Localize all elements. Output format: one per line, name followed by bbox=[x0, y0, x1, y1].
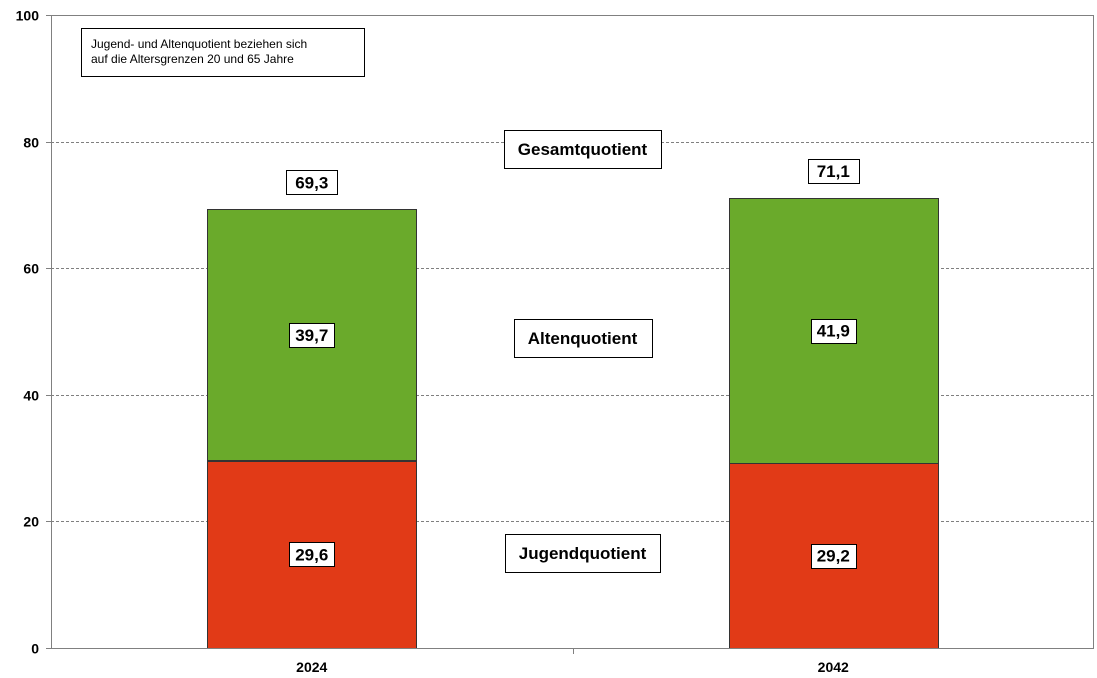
note-box: Jugend- und Altenquotient beziehen sich … bbox=[81, 28, 365, 77]
series-label-jugendquotient: Jugendquotient bbox=[505, 534, 661, 573]
data-label-altenquotient-2042: 41,9 bbox=[811, 319, 857, 344]
x-tick-label-2024: 2024 bbox=[296, 659, 327, 675]
data-label-altenquotient-2024-text: 39,7 bbox=[295, 326, 328, 345]
axes: 0 20 40 60 80 100 2024 2042 bbox=[16, 8, 1094, 675]
data-label-total-2024-text: 69,3 bbox=[295, 173, 328, 192]
data-label-altenquotient-2042-text: 41,9 bbox=[817, 322, 850, 341]
y-tick-label-60: 60 bbox=[23, 261, 39, 277]
data-label-total-2042: 71,1 bbox=[808, 159, 860, 184]
note-line-2: auf die Altersgrenzen 20 und 65 Jahre bbox=[91, 52, 294, 66]
data-label-total-2024: 69,3 bbox=[286, 170, 338, 195]
y-tick-label-100: 100 bbox=[16, 8, 40, 24]
data-label-altenquotient-2042-box bbox=[811, 319, 857, 344]
data-label-total-2042-box bbox=[808, 159, 860, 184]
data-label-total-2024-box bbox=[286, 170, 338, 195]
data-label-altenquotient-2024-box bbox=[289, 323, 335, 348]
bars bbox=[207, 198, 939, 649]
series-label-altenquotient-box bbox=[514, 319, 653, 358]
labels: 29,6 39,7 69,3 29,2 41,9 71,1 Jugendquotient Al… bbox=[286, 130, 860, 573]
series-label-gesamtquotient-text: Gesamtquotient bbox=[518, 140, 648, 159]
data-label-jugendquotient-2042-text: 29,2 bbox=[817, 547, 850, 566]
series-label-jugendquotient-box bbox=[505, 534, 661, 573]
series-label-jugendquotient-text: Jugendquotient bbox=[519, 544, 647, 563]
y-tick-label-20: 20 bbox=[23, 514, 39, 530]
bar-jugendquotient-2024 bbox=[207, 461, 417, 649]
y-tick-label-80: 80 bbox=[23, 135, 39, 151]
note-line-1: Jugend- und Altenquotient beziehen sich bbox=[91, 37, 307, 51]
series-label-altenquotient: Altenquotient bbox=[514, 319, 653, 358]
series-label-gesamtquotient: Gesamtquotient bbox=[504, 130, 662, 169]
data-label-altenquotient-2024: 39,7 bbox=[289, 323, 335, 348]
y-tick-label-0: 0 bbox=[31, 641, 39, 657]
data-label-jugendquotient-2024-text: 29,6 bbox=[295, 545, 328, 564]
x-tick-label-2042: 2042 bbox=[818, 659, 849, 675]
data-label-jugendquotient-2042-box bbox=[811, 544, 857, 569]
data-label-jugendquotient-2024: 29,6 bbox=[289, 542, 335, 567]
y-tick-label-40: 40 bbox=[23, 388, 39, 404]
note-frame bbox=[81, 28, 365, 77]
data-label-total-2042-text: 71,1 bbox=[817, 162, 850, 181]
data-label-jugendquotient-2042: 29,2 bbox=[811, 544, 857, 569]
series-label-gesamtquotient-box bbox=[504, 130, 662, 169]
data-label-jugendquotient-2024-box bbox=[289, 542, 335, 567]
series-label-altenquotient-text: Altenquotient bbox=[528, 329, 638, 348]
